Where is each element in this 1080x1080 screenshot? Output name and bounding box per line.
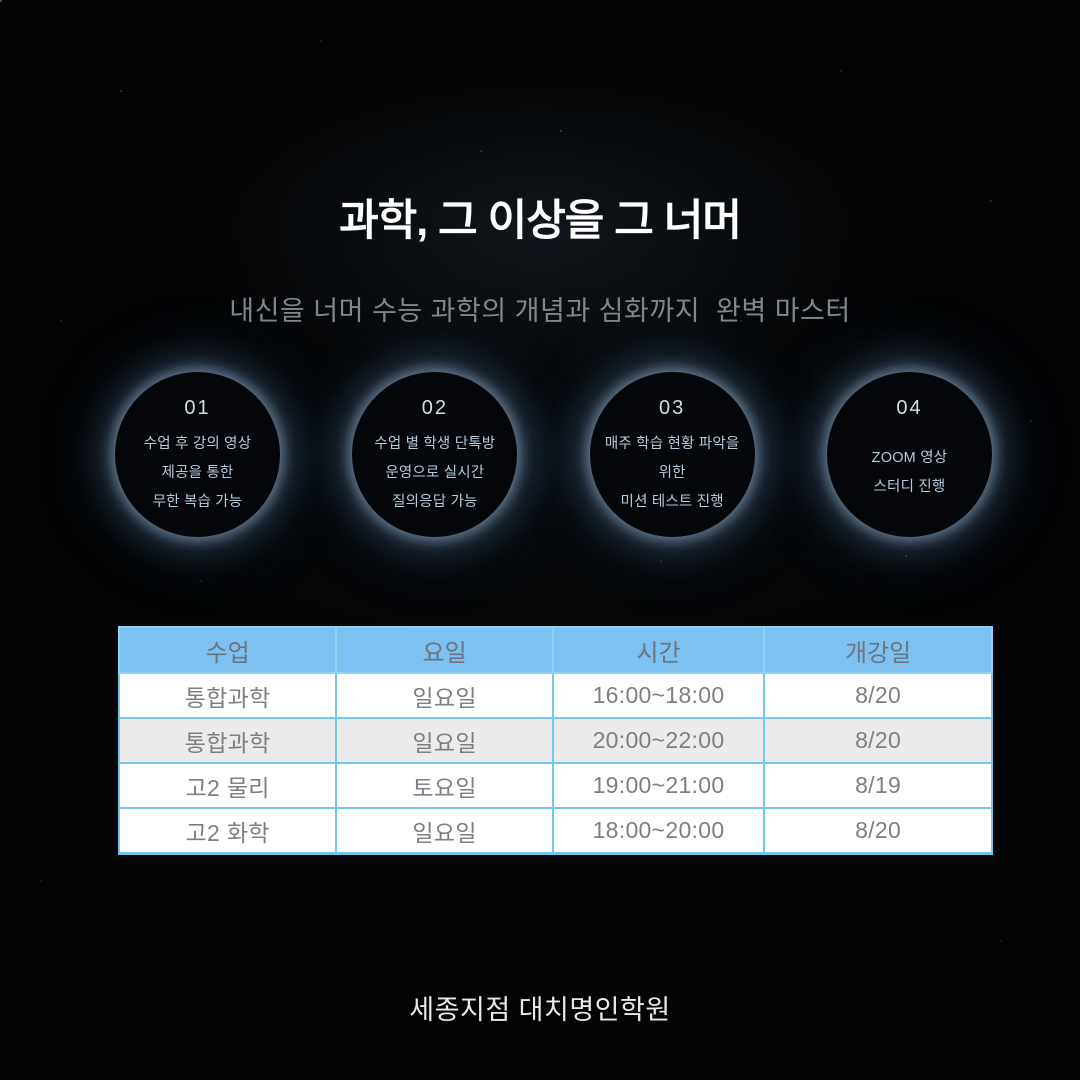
feature-number: 04	[896, 397, 923, 419]
table-row: 고2 화학 일요일 18:00~20:00 8/20	[117, 807, 993, 855]
column-header-day: 요일	[335, 626, 554, 674]
feature-circle-02: 02 수업 별 학생 단톡방 운영으로 실시간 질의응답 가능	[352, 372, 518, 537]
feature-description: 수업 후 강의 영상 제공을 통한 무한 복습 가능	[115, 425, 280, 521]
feature-circle-01: 01 수업 후 강의 영상 제공을 통한 무한 복습 가능	[115, 372, 280, 537]
cell-class: 통합과학	[117, 717, 338, 764]
cell-time: 18:00~20:00	[551, 807, 766, 855]
cell-start-date: 8/20	[763, 807, 993, 855]
cell-time: 19:00~21:00	[551, 762, 766, 809]
feature-line: 위한	[658, 464, 686, 481]
table-row: 통합과학 일요일 20:00~22:00 8/20	[117, 717, 993, 764]
feature-line: 운영으로 실시간	[385, 464, 485, 481]
feature-line: 제공을 통한	[161, 464, 234, 481]
schedule-table: 수업 요일 시간 개강일 통합과학 일요일 16:00~18:00 8/20 통…	[117, 626, 993, 855]
feature-line: ZOOM 영상	[871, 450, 948, 466]
cell-day: 일요일	[335, 672, 554, 719]
feature-description: 매주 학습 현황 파악을 위한 미션 테스트 진행	[590, 425, 755, 521]
cell-day: 일요일	[335, 807, 554, 855]
cell-class: 고2 화학	[117, 807, 338, 855]
cell-start-date: 8/20	[763, 717, 993, 764]
cell-start-date: 8/20	[763, 672, 993, 719]
table-row: 고2 물리 토요일 19:00~21:00 8/19	[117, 762, 993, 809]
cell-class: 고2 물리	[117, 762, 338, 809]
cell-time: 16:00~18:00	[551, 672, 766, 719]
column-header-start-date: 개강일	[763, 626, 993, 674]
page-title: 과학, 그 이상을 그 너머	[339, 197, 742, 245]
page-subtitle: 내신을 너머 수능 과학의 개념과 심화까지 완벽 마스터	[229, 296, 851, 326]
table-row: 통합과학 일요일 16:00~18:00 8/20	[117, 672, 993, 719]
feature-description: 수업 별 학생 단톡방 운영으로 실시간 질의응답 가능	[352, 425, 517, 521]
feature-description: ZOOM 영상 스터디 진행	[827, 425, 992, 521]
feature-circle-04: 04 ZOOM 영상 스터디 진행	[826, 372, 992, 537]
cell-day: 토요일	[335, 762, 554, 809]
feature-number: 02	[421, 397, 448, 419]
feature-line: 미션 테스트 진행	[620, 493, 724, 510]
column-header-time: 시간	[551, 626, 766, 674]
column-header-class: 수업	[117, 626, 338, 674]
feature-number: 03	[659, 397, 686, 419]
cell-time: 20:00~22:00	[551, 717, 766, 764]
table-header-row: 수업 요일 시간 개강일	[117, 626, 993, 674]
feature-line: 매주 학습 현황 파악을	[604, 435, 740, 452]
feature-line: 질의응답 가능	[392, 493, 478, 510]
cell-class: 통합과학	[117, 672, 338, 719]
feature-line: 스터디 진행	[873, 479, 946, 495]
cell-start-date: 8/19	[763, 762, 993, 809]
feature-line: 수업 후 강의 영상	[143, 435, 252, 452]
feature-circle-03: 03 매주 학습 현황 파악을 위한 미션 테스트 진행	[589, 372, 755, 537]
feature-circles: 01 수업 후 강의 영상 제공을 통한 무한 복습 가능 02 수업 별 학생…	[115, 372, 992, 538]
feature-line: 수업 별 학생 단톡방	[374, 435, 496, 452]
feature-line: 무한 복습 가능	[152, 493, 243, 510]
cell-day: 일요일	[335, 717, 554, 764]
feature-number: 01	[184, 397, 211, 419]
footer-academy-name: 세종지점 대치명인학원	[409, 995, 671, 1025]
